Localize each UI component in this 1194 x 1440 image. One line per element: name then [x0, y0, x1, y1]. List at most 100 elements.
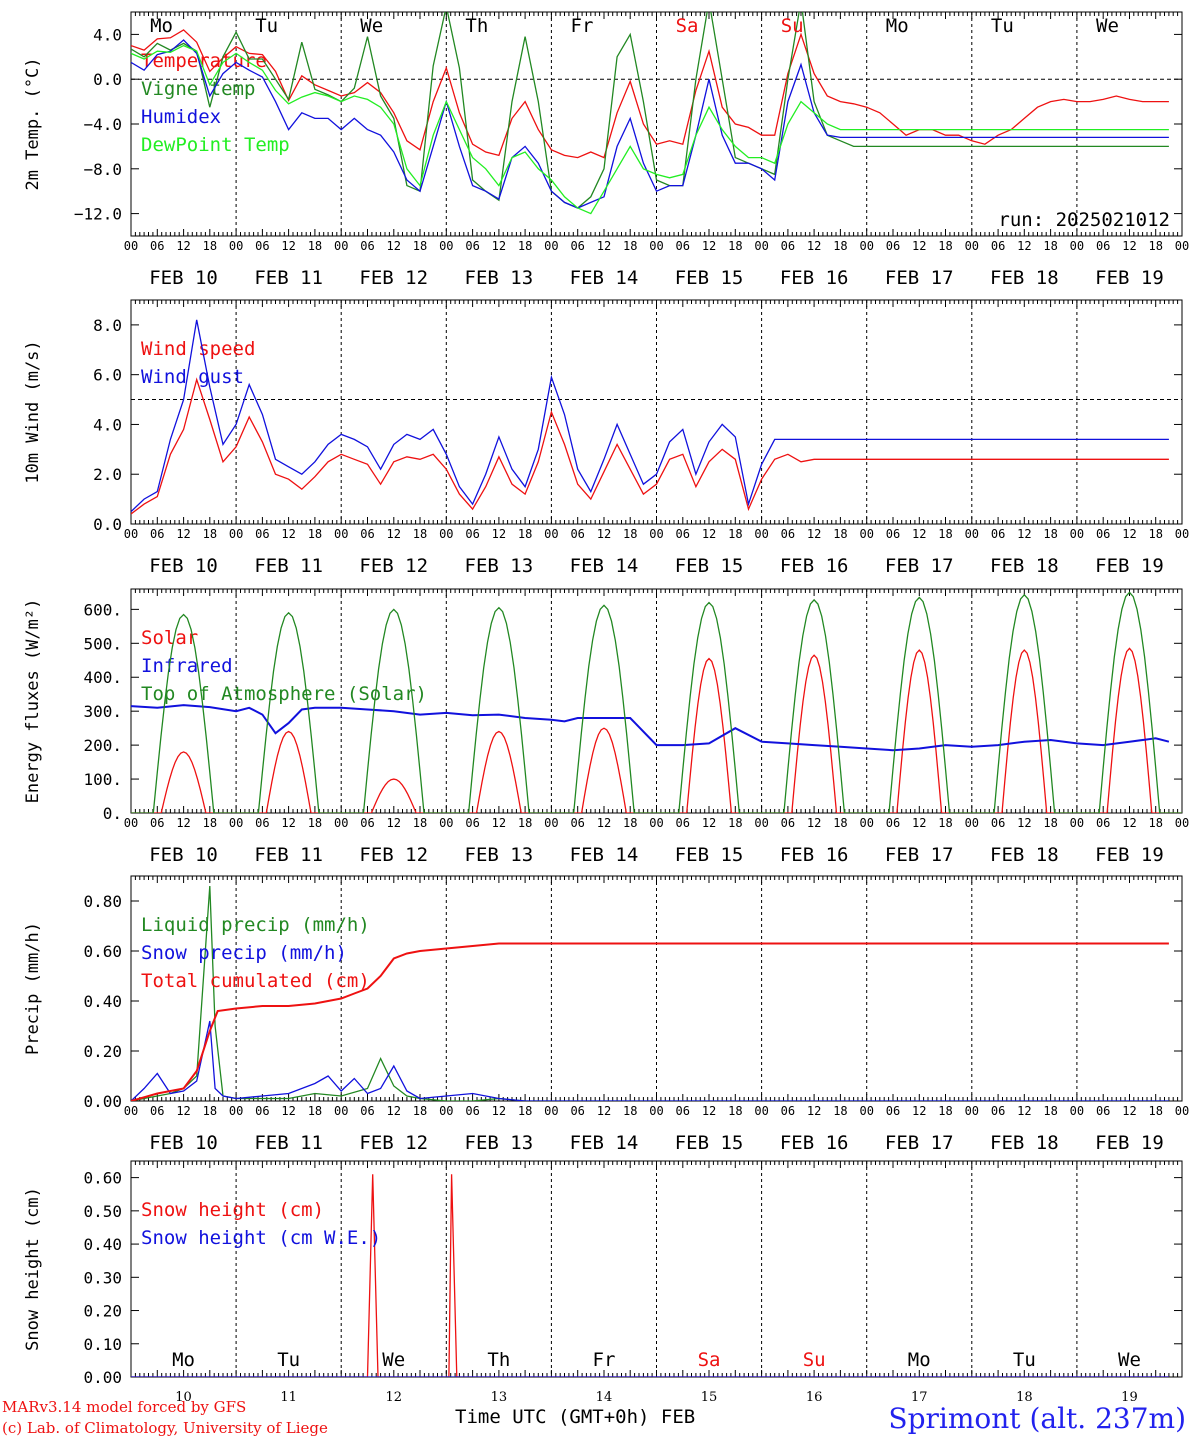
panel-1-hour-label: 12: [1122, 239, 1136, 253]
panel-1-hour-label: 06: [991, 239, 1005, 253]
panel-4-hour-label: 00: [544, 1104, 558, 1118]
panel-1-date-label: FEB 16: [780, 267, 849, 289]
panel-2-date-label: FEB 13: [465, 555, 534, 577]
panel-1-ytick-label: 4.0: [93, 25, 122, 44]
panel-2-hour-label: 12: [807, 527, 821, 541]
panel-4-hour-label: 06: [991, 1104, 1005, 1118]
panel-3-ytick-label: 0.: [103, 804, 122, 823]
panel-2-hour-label: 06: [781, 527, 795, 541]
panel-4-hour-label: 12: [176, 1104, 190, 1118]
panel-1-hour-label: 00: [859, 239, 873, 253]
panel-1-hour-label: 06: [150, 239, 164, 253]
panel-4-hour-label: 00: [754, 1104, 768, 1118]
panel-1-hour-label: 18: [1148, 239, 1162, 253]
panel-4-hour-label: 18: [203, 1104, 217, 1118]
panel-1-hour-label: 06: [255, 239, 269, 253]
panel-5-ytick-label: 0.20: [83, 1302, 122, 1321]
panel-3-hour-label: 06: [360, 816, 374, 830]
panel-3-hour-label: 18: [623, 816, 637, 830]
bottom-weekday-label: Su: [803, 1349, 826, 1371]
panel-4-ytick-label: 0.60: [83, 942, 122, 961]
panel-3-hour-label: 06: [676, 816, 690, 830]
panel-4-date-label: FEB 15: [675, 1132, 744, 1154]
panel-1-hour-label: 12: [807, 239, 821, 253]
panel-3-ytick-label: 200.: [83, 736, 122, 755]
panel-2-date-label: FEB 10: [149, 555, 218, 577]
panel-2-hour-label: 00: [439, 527, 453, 541]
panel-2-hour-label: 18: [203, 527, 217, 541]
panel-1-ytick-label: −12.0: [74, 205, 122, 224]
panel-4-hour-label: 06: [360, 1104, 374, 1118]
x-axis-label: Time UTC (GMT+0h) FEB: [455, 1406, 695, 1428]
panel-1-hour-label: 18: [728, 239, 742, 253]
panel-3-ytick-label: 400.: [83, 668, 122, 687]
panel-1-ytick-label: 0.0: [93, 70, 122, 89]
panel-3-hour-label: 18: [1043, 816, 1057, 830]
panel-1-hour-label: 00: [754, 239, 768, 253]
bottom-weekday-label: Fr: [593, 1349, 616, 1371]
panel-2-series-wind-speed-legend: Wind speed: [141, 338, 255, 360]
panel-3-hour-label: 06: [465, 816, 479, 830]
panel-4-ytick-label: 0.00: [83, 1092, 122, 1111]
panel-3-series-top-of-atmosphere-solar-legend: Top of Atmosphere (Solar): [141, 683, 427, 705]
panel-4-date-label: FEB 12: [359, 1132, 428, 1154]
panel-2-hour-label: 12: [492, 527, 506, 541]
bottom-weekday-label: Tu: [1013, 1349, 1036, 1371]
panel-2-frame: [131, 300, 1182, 524]
panel-4-hour-label: 12: [597, 1104, 611, 1118]
panel-1-hour-label: 12: [492, 239, 506, 253]
panel-3-ytick-label: 500.: [83, 634, 122, 653]
panel-4-hour-label: 18: [938, 1104, 952, 1118]
panel-1-hour-ticks: [131, 12, 1182, 236]
panel-1-run-annotation: run: 2025021012: [998, 209, 1170, 231]
panel-1-hour-label: 06: [570, 239, 584, 253]
panel-2-hour-label: 18: [623, 527, 637, 541]
panel-1-hour-label: 00: [544, 239, 558, 253]
panel-2-hour-label: 12: [1017, 527, 1031, 541]
top-weekday-label: We: [360, 15, 383, 37]
panel-1-date-label: FEB 11: [254, 267, 323, 289]
panel-4-hour-label: 18: [623, 1104, 637, 1118]
panel-1-date-label: FEB 17: [885, 267, 954, 289]
panel-3-hour-label: 06: [255, 816, 269, 830]
top-weekday-label: Sa: [676, 15, 699, 37]
panel-4-hour-label: 18: [728, 1104, 742, 1118]
panel-2-hour-label: 00: [544, 527, 558, 541]
panel-5-ytick-label: 0.10: [83, 1335, 122, 1354]
panel-3-hour-label: 00: [649, 816, 663, 830]
panel-4-hour-label: 06: [676, 1104, 690, 1118]
panel-2-date-label: FEB 12: [359, 555, 428, 577]
panel-2-date-label: FEB 15: [675, 555, 744, 577]
panel-1-hour-label: 12: [1017, 239, 1031, 253]
panel-4-date-label: FEB 18: [990, 1132, 1059, 1154]
panel-4-hour-label: 00: [229, 1104, 243, 1118]
panel-3-date-label: FEB 10: [149, 844, 218, 866]
panel-3-hour-label: 00: [439, 816, 453, 830]
panel-1-hour-label: 00: [124, 239, 138, 253]
panel-4-hour-label: 00: [649, 1104, 663, 1118]
panel-1-series-humidex-line: [131, 40, 1169, 208]
panel-4-hour-label: 18: [308, 1104, 322, 1118]
panel-3-series-infrared-legend: Infrared: [141, 655, 233, 677]
panel-2-ylabel: 10m Wind (m/s): [23, 340, 43, 483]
panel-3-hour-label: 12: [912, 816, 926, 830]
panel-3-date-label: FEB 19: [1095, 844, 1164, 866]
panel-3-hour-label: 06: [781, 816, 795, 830]
panel-2-series-wind-gust-legend: Wind gust: [141, 366, 244, 388]
panel-1-ylabel: 2m Temp. (°C): [23, 57, 43, 190]
x-axis-label-month: FEB: [661, 1406, 695, 1428]
panel-2-date-label: FEB 19: [1095, 555, 1164, 577]
panel-3-ytick-label: 300.: [83, 702, 122, 721]
panel-1-series-dewpoint-temp-legend: DewPoint Temp: [141, 134, 290, 156]
panel-1-ytick-label: −8.0: [83, 160, 122, 179]
bottom-weekday-label: Th: [487, 1349, 510, 1371]
top-weekday-label: Su: [781, 15, 804, 37]
panel-1-frame: [131, 12, 1182, 236]
panel-3-hour-label: 00: [544, 816, 558, 830]
panel-4-hour-label: 18: [518, 1104, 532, 1118]
panel-2-hour-label: 06: [465, 527, 479, 541]
panel-1-hour-label: 18: [413, 239, 427, 253]
panel-1-date-label: FEB 14: [570, 267, 639, 289]
panel-3-hour-label: 12: [387, 816, 401, 830]
panel-4-series-snow-precip-mm-h-legend: Snow precip (mm/h): [141, 942, 347, 964]
